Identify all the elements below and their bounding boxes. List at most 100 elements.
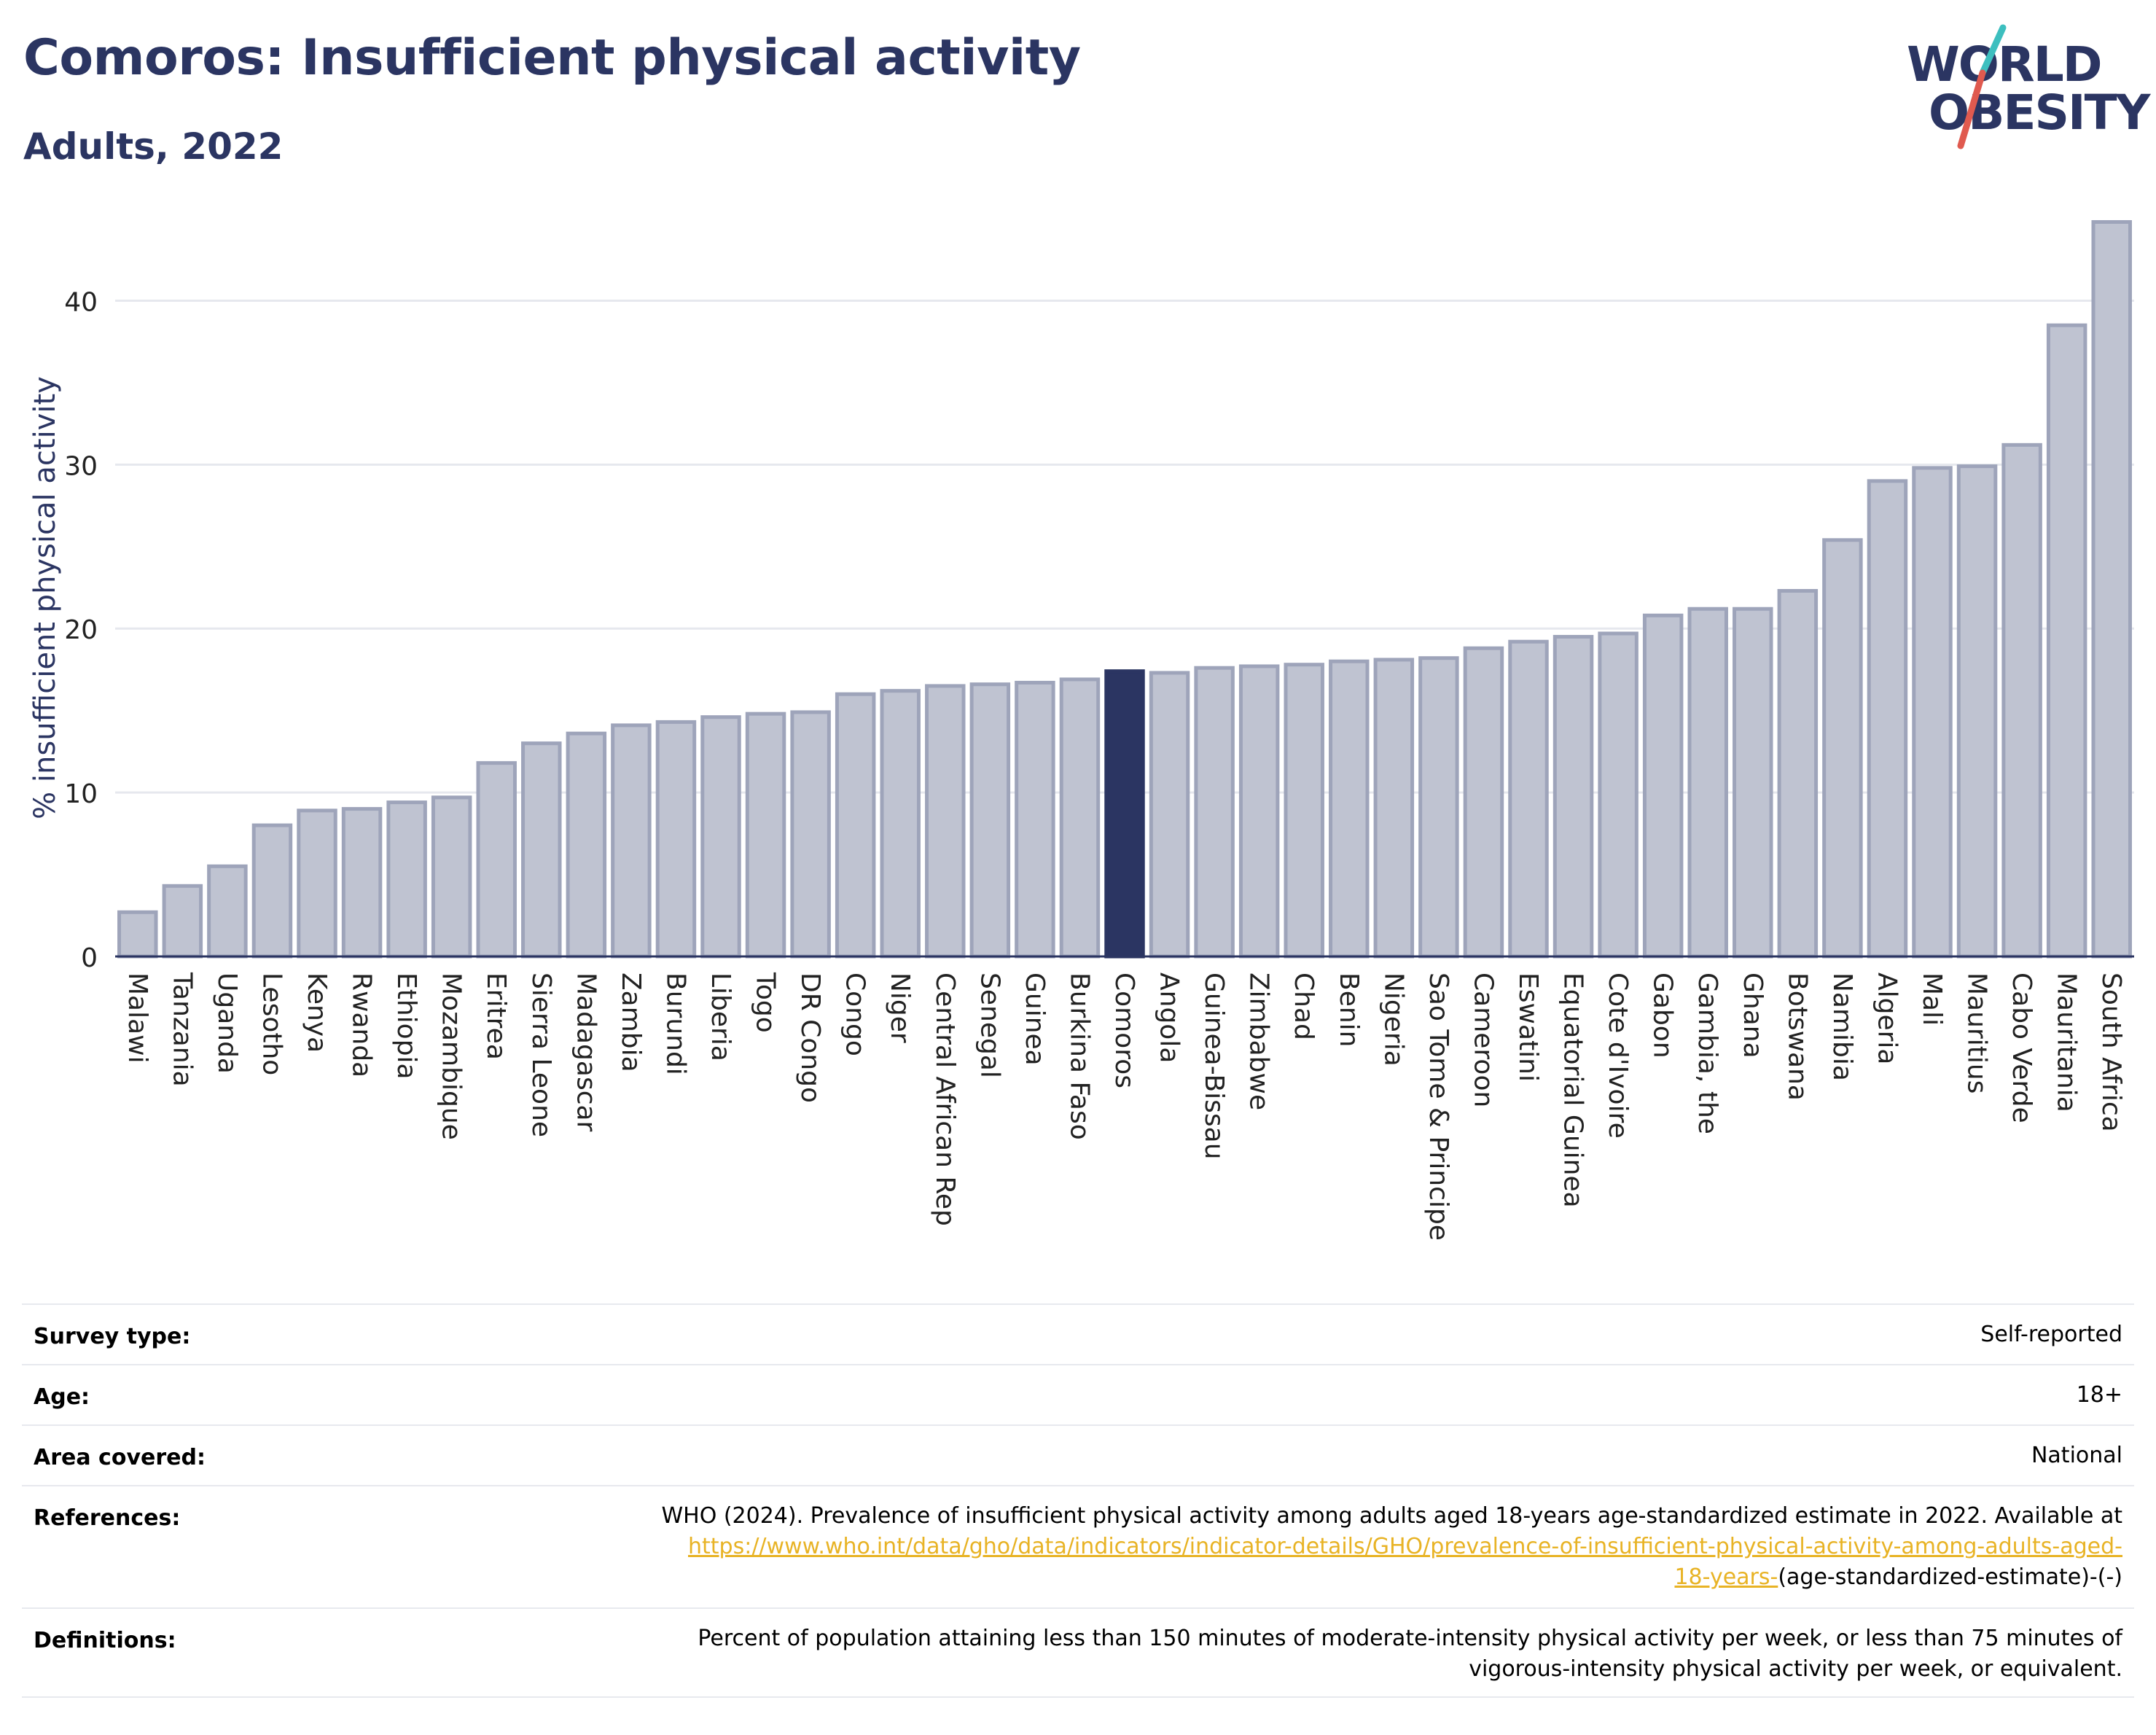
chart-subtitle: Adults, 2022 (23, 125, 284, 168)
references-link[interactable]: https://www.who.int/data/gho/data/indica… (688, 1534, 2122, 1559)
y-tick-label: 0 (81, 943, 98, 973)
bar-malawi[interactable] (117, 910, 158, 959)
x-tick-label: Uganda (212, 972, 242, 1074)
x-tick-label: Niger (885, 972, 915, 1043)
bar-eswatini[interactable] (1508, 639, 1549, 959)
x-tick-label: Lesotho (257, 972, 286, 1075)
bar-rwanda[interactable] (341, 807, 383, 959)
bar-eritrea[interactable] (476, 761, 517, 959)
bar-sierra-leone[interactable] (521, 741, 562, 959)
x-tick-label: Mauritius (1962, 972, 1992, 1093)
bar-algeria[interactable] (1867, 479, 1908, 959)
bar-madagascar[interactable] (566, 731, 607, 959)
age-row: Age: 18+ (22, 1364, 2134, 1424)
x-tick-label: Cameroon (1468, 972, 1498, 1107)
x-tick-label: Madagascar (571, 972, 601, 1132)
x-tick-label: Angola (1155, 972, 1184, 1063)
bar-central-african-rep[interactable] (925, 684, 966, 959)
world-obesity-logo: WORLD OBESITY (1902, 22, 2150, 153)
x-tick-label: Cote d'Ivoire (1603, 972, 1633, 1139)
definitions-value: Percent of population attaining less tha… (698, 1623, 2122, 1685)
bar-mozambique[interactable] (431, 795, 472, 959)
x-tick-label: Benin (1334, 972, 1364, 1047)
bar-botswana[interactable] (1777, 588, 1819, 959)
references-row: References: WHO (2024). Prevalence of in… (22, 1485, 2134, 1607)
bar-cameroon[interactable] (1463, 646, 1504, 959)
bar-cabo-verde[interactable] (2001, 442, 2042, 959)
x-tick-label: Sierra Leone (526, 972, 556, 1137)
x-tick-label: Gabon (1648, 972, 1678, 1058)
bar-ethiopia[interactable] (386, 800, 427, 959)
x-tick-label: Burkina Faso (1064, 972, 1094, 1140)
bar-lesotho[interactable] (251, 823, 293, 959)
x-tick-label: Equatorial Guinea (1558, 972, 1588, 1208)
area-row: Area covered: National (22, 1424, 2134, 1485)
x-tick-label: Mauritania (2052, 972, 2082, 1112)
y-tick-label: 40 (64, 287, 98, 317)
bar-kenya[interactable] (297, 808, 337, 959)
age-label: Age: (34, 1384, 90, 1410)
bar-comoros[interactable] (1104, 669, 1145, 959)
bar-angola[interactable] (1149, 671, 1190, 959)
bar-ghana[interactable] (1733, 607, 1773, 959)
x-tick-label: DR Congo (795, 972, 825, 1103)
x-tick-label: Guinea (1020, 972, 1050, 1066)
bar-equatorial-guinea[interactable] (1552, 634, 1594, 959)
bar-gabon[interactable] (1642, 613, 1684, 959)
logo-word-world: WORLD (1907, 36, 2103, 93)
references-link-continued[interactable]: 18-years- (1674, 1564, 1778, 1590)
x-tick-label: Togo (751, 972, 781, 1033)
survey-type-value: Self-reported (1980, 1322, 2122, 1347)
x-tick-label: Kenya (302, 972, 332, 1053)
x-tick-label: Burundi (660, 972, 690, 1075)
x-tick-label: Zambia (616, 972, 646, 1072)
definitions-line-2: vigorous-intensity physical activity per… (1469, 1656, 2122, 1682)
bar-benin[interactable] (1329, 659, 1370, 959)
references-text: WHO (2024). Prevalence of insufficient p… (661, 1503, 2122, 1529)
x-tick-label: Algeria (1872, 972, 1902, 1065)
bar-sao-tome-principe[interactable] (1418, 656, 1459, 959)
bar-gambia-the[interactable] (1687, 607, 1728, 959)
bar-namibia[interactable] (1822, 538, 1863, 959)
bar-congo[interactable] (835, 692, 876, 959)
x-tick-label: Eswatini (1513, 972, 1543, 1082)
bar-chad[interactable] (1284, 663, 1324, 959)
bar-guinea-bissau[interactable] (1194, 666, 1235, 959)
x-tick-label: Chad (1289, 972, 1319, 1040)
x-tick-label: Botswana (1782, 972, 1812, 1101)
bar-dr-congo[interactable] (790, 710, 831, 959)
bar-burkina-faso[interactable] (1059, 677, 1101, 959)
bar-mauritania[interactable] (2046, 323, 2087, 959)
bar-senegal[interactable] (969, 682, 1011, 959)
bar-guinea[interactable] (1015, 680, 1055, 959)
bar-zambia[interactable] (611, 723, 652, 959)
definitions-line-1: Percent of population attaining less tha… (698, 1626, 2122, 1651)
references-label: References: (34, 1505, 181, 1531)
bar-tanzania[interactable] (162, 884, 203, 959)
x-tick-label: Comoros (1109, 972, 1139, 1088)
x-tick-label: Liberia (706, 972, 735, 1061)
x-tick-label: Tanzania (167, 972, 197, 1087)
x-tick-label: Rwanda (347, 972, 377, 1077)
x-tick-label: South Africa (2096, 972, 2126, 1132)
bars (117, 219, 2132, 959)
x-tick-label: Namibia (1827, 972, 1857, 1081)
bar-nigeria[interactable] (1373, 658, 1415, 959)
y-axis-label: % insufficient physical activity (28, 376, 62, 819)
x-tick-label: Nigeria (1378, 972, 1408, 1067)
bar-mali[interactable] (1912, 466, 1953, 959)
survey-type-label: Survey type: (34, 1324, 191, 1349)
bar-niger[interactable] (880, 689, 921, 959)
definitions-label: Definitions: (34, 1628, 176, 1653)
x-tick-label: Ethiopia (391, 972, 421, 1080)
bar-south-africa[interactable] (2091, 219, 2132, 959)
bar-uganda[interactable] (207, 864, 248, 959)
bar-liberia[interactable] (700, 715, 741, 959)
bar-mauritius[interactable] (1956, 464, 1998, 959)
bar-cote-d-ivoire[interactable] (1598, 631, 1639, 959)
bar-togo[interactable] (745, 711, 786, 959)
x-tick-label: Guinea-Bissau (1199, 972, 1229, 1160)
x-tick-label: Central African Rep (930, 972, 960, 1226)
bar-burundi[interactable] (655, 720, 697, 959)
bar-zimbabwe[interactable] (1238, 664, 1280, 959)
